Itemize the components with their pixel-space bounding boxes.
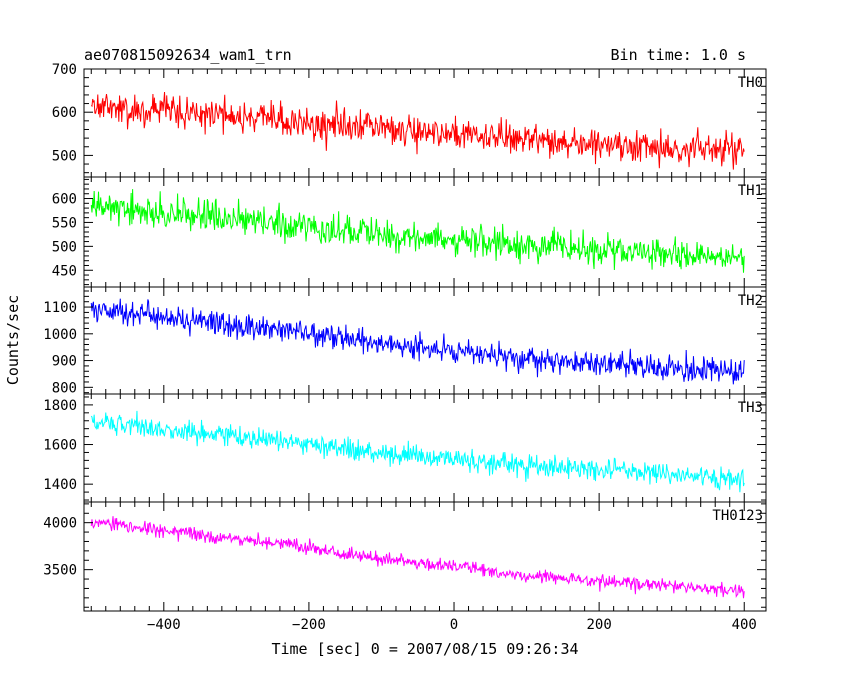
- x-tick-label: 400: [732, 617, 757, 633]
- panel-label: TH1: [738, 183, 763, 199]
- panel-label: TH0: [738, 75, 763, 91]
- panel-frame: [83, 286, 767, 395]
- y-tick-label: 800: [52, 380, 77, 396]
- series-th0: [90, 92, 745, 170]
- bin-time-label: Bin time: 1.0 s: [611, 46, 746, 64]
- y-tick-label: 500: [52, 148, 77, 164]
- x-axis-label: Time [sec] 0 = 2007/08/15 09:26:34: [271, 640, 578, 658]
- y-tick-label: 600: [52, 105, 77, 121]
- panel-frame: [83, 393, 767, 503]
- y-tick-label: 450: [52, 263, 77, 279]
- y-tick-label: 500: [52, 239, 77, 255]
- y-tick-label: 550: [52, 215, 77, 231]
- panel-th3: 1400 1600 1800 TH3: [43, 393, 767, 503]
- panel-th1: 450 500 550 600 TH1: [52, 176, 767, 288]
- panel-th2: 800 900 1000 1100 TH2: [43, 286, 767, 396]
- panel-label: TH2: [738, 293, 763, 309]
- panel-frame: [83, 68, 767, 178]
- panel-th0123: 3500 4000 TH0123 −400 −200 0 200 400: [43, 501, 767, 633]
- series-th0123: [90, 516, 745, 599]
- y-tick-label: 1400: [43, 477, 77, 493]
- x-tick-label: −200: [292, 617, 326, 633]
- y-tick-label: 1800: [43, 398, 77, 414]
- x-tick-label: −400: [147, 617, 181, 633]
- y-tick-label: 3500: [43, 563, 77, 579]
- panel-frame: [83, 176, 767, 288]
- y-tick-label: 1000: [43, 327, 77, 343]
- chart-title: ae070815092634_wam1_trn: [84, 46, 292, 64]
- y-axis-label: Counts/sec: [4, 295, 22, 385]
- y-tick-label: 4000: [43, 516, 77, 532]
- series-th3: [90, 410, 745, 493]
- y-tick-label: 700: [52, 62, 77, 78]
- x-tick-label: 200: [586, 617, 611, 633]
- y-tick-label: 1100: [43, 300, 77, 316]
- series-th2: [90, 298, 745, 385]
- panel-th0: 500 600 700 TH0: [52, 62, 767, 178]
- series-th1: [90, 189, 745, 273]
- panel-label: TH0123: [712, 508, 763, 524]
- y-tick-label: 1600: [43, 438, 77, 454]
- panel-label: TH3: [738, 400, 763, 416]
- y-tick-label: 900: [52, 354, 77, 370]
- panel-frame: [83, 501, 767, 612]
- panels: 500 600 700 TH0 450 500 550 600 TH1 800 900 1000 110…: [43, 62, 767, 633]
- y-tick-label: 600: [52, 192, 77, 208]
- x-tick-label: 0: [450, 617, 458, 633]
